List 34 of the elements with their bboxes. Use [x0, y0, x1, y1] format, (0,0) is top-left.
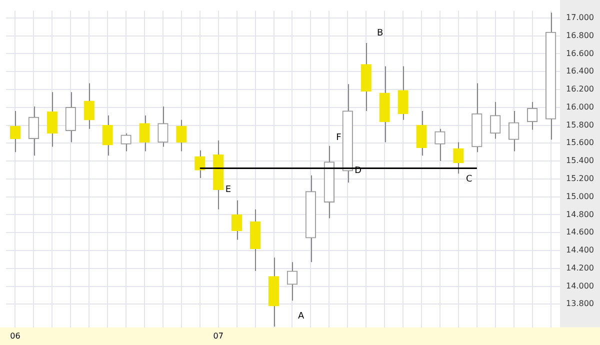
candlestick — [490, 102, 501, 140]
y-tick-label: 16.200 — [566, 84, 594, 94]
candlestick — [65, 92, 76, 143]
y-tick-label: 15.400 — [566, 156, 594, 166]
candlestick — [84, 82, 94, 130]
y-tick-label: 16.400 — [566, 66, 594, 76]
x-tick-label: 07 — [213, 331, 224, 340]
y-tick-label: 15.000 — [566, 192, 594, 201]
y-tick-label: 14.400 — [566, 246, 594, 255]
annotation: E — [225, 185, 232, 196]
y-tick-label: 14.600 — [566, 228, 594, 237]
candlestick — [102, 114, 113, 156]
y-tick-label: 17.000 — [566, 13, 594, 22]
candlestick — [139, 114, 150, 152]
annotation: B — [377, 28, 384, 38]
candlestick — [158, 106, 168, 148]
y-tick-label: 15.800 — [566, 120, 594, 130]
y-tick-label: 14.000 — [566, 281, 594, 290]
y-tick-label: 15.200 — [566, 174, 594, 184]
x-tick-label: 06 — [10, 331, 20, 340]
annotation: C — [466, 174, 472, 184]
y-tick-label: 14.800 — [566, 210, 594, 219]
candlestick — [46, 92, 58, 148]
annotation: A — [298, 311, 305, 322]
y-tick-label: 15.600 — [566, 138, 594, 148]
y-tick-label: 16.800 — [566, 30, 594, 40]
candlestick — [398, 66, 408, 120]
candlestick — [416, 110, 427, 156]
y-tick-label: 16.600 — [566, 48, 594, 58]
candlestick — [28, 106, 40, 156]
y-tick-label: 14.200 — [566, 263, 594, 272]
y-tick-label: 13.800 — [566, 299, 594, 308]
y-tick-label: 16.000 — [566, 102, 594, 112]
annotation: F — [336, 133, 342, 144]
